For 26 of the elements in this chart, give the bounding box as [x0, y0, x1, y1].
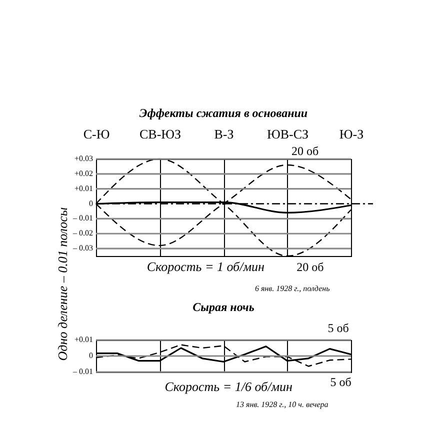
y-tick-label: +0.01: [74, 184, 93, 193]
x-tick-label: СВ-ЮЗ: [139, 126, 182, 142]
y-tick-label: – 0.03: [72, 244, 93, 253]
text: 20 об: [292, 144, 319, 158]
y-tick-label: +0.01: [74, 335, 93, 344]
text: 5 об: [328, 321, 349, 335]
text: Скорость = 1 об/мин: [146, 259, 264, 274]
y-tick-label: 0: [89, 198, 93, 208]
y-axis-title: Одно деление – 0.01 полосы: [55, 207, 70, 361]
text: 6 янв. 1928 г., полдень: [254, 284, 330, 293]
y-tick-label: – 0.01: [72, 367, 93, 376]
y-tick-label: – 0.01: [72, 214, 93, 223]
x-tick-label: ЮВ-СЗ: [266, 126, 309, 142]
chart-title: Эффекты сжатия в основании: [139, 106, 308, 120]
text: Скорость = 1/6 об/мин: [164, 379, 292, 394]
text: 20 об: [296, 260, 324, 274]
y-tick-label: +0.02: [74, 168, 93, 178]
y-tick-label: 0: [89, 351, 93, 360]
text: 5 об: [330, 375, 352, 389]
chart-title: Сырая ночь: [192, 300, 255, 314]
x-tick-label: В-З: [214, 126, 234, 142]
y-tick-label: – 0.02: [72, 228, 93, 238]
y-tick-label: +0.03: [74, 154, 93, 163]
text: 13 янв. 1928 г., 10 ч. вечера: [236, 400, 328, 409]
x-tick-label: Ю-З: [339, 126, 364, 142]
x-tick-label: С-Ю: [83, 126, 110, 142]
